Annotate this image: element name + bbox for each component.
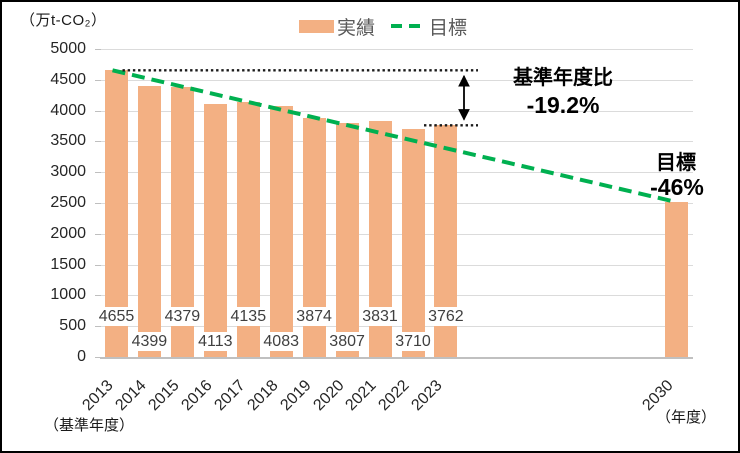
- bar-2022: [401, 128, 425, 357]
- x-axis-year-label: 2019: [276, 377, 315, 415]
- y-axis-tick: [95, 295, 101, 297]
- x-axis-year-label: 2017: [211, 377, 249, 415]
- bar-2014: [137, 86, 161, 357]
- y-axis-tick: [95, 264, 101, 266]
- y-axis-tick-label: 3500: [50, 132, 86, 150]
- gridline: [100, 264, 693, 266]
- y-axis-tick-label: 2000: [50, 224, 86, 242]
- y-axis-tick-label: 500: [59, 317, 86, 335]
- y-axis-tick: [95, 79, 101, 81]
- bar-value-label: 4655: [95, 307, 138, 326]
- target-annotation-title: 目標: [656, 152, 696, 174]
- gridline: [100, 295, 693, 297]
- bar-value-label: 3710: [392, 332, 434, 351]
- legend-actual-label: 実績: [337, 17, 376, 39]
- bar-value-label: 3762: [424, 307, 467, 326]
- bar-2020: [335, 122, 359, 357]
- bar-2018: [269, 105, 293, 357]
- gridline: [100, 49, 693, 50]
- x-axis-year-label: 2022: [375, 377, 414, 415]
- y-axis-tick: [95, 203, 101, 204]
- x-axis-line: [100, 356, 693, 359]
- target-dashed-line: [112, 68, 677, 205]
- x-axis-year-label: 2014: [112, 377, 150, 415]
- y-axis-tick: [95, 357, 101, 358]
- x-axis-year-label: 2013: [79, 377, 117, 415]
- y-axis-tick-label: 1500: [50, 255, 86, 273]
- bar-value-label: 4083: [260, 332, 303, 351]
- target-series-dash-swatch: [391, 24, 425, 28]
- dash-segment: [391, 24, 403, 28]
- y-axis-tick-label: 4500: [50, 70, 86, 88]
- y-axis-tick-label: 3000: [50, 163, 86, 181]
- baseline-comparison-value: -19.2%: [526, 92, 600, 118]
- baseline-comparison-title: 基準年度比: [513, 67, 613, 89]
- x-axis-year-label: 2021: [342, 377, 381, 415]
- bar-2030: [665, 202, 688, 357]
- base-year-note: （基準年度）: [44, 417, 135, 434]
- bar-value-label: 4399: [128, 332, 171, 351]
- gridline: [100, 326, 693, 328]
- y-axis-tick: [95, 233, 101, 235]
- x-axis-unit-note: （年度）: [656, 409, 717, 426]
- x-axis-year-label: 2020: [309, 377, 348, 415]
- x-axis-year-label: 2018: [244, 377, 282, 415]
- legend-target-label: 目標: [429, 17, 468, 39]
- bar-value-label: 4379: [161, 307, 204, 326]
- x-axis-year-label: 2016: [178, 377, 216, 415]
- y-axis-tick: [95, 141, 101, 143]
- legend: 実績 目標: [299, 13, 467, 39]
- y-axis-unit-label: （万t-CO₂）: [20, 12, 107, 29]
- y-axis-tick-label: 0: [77, 348, 86, 365]
- dash-segment: [409, 24, 421, 28]
- y-axis-tick-label: 2500: [50, 194, 86, 211]
- bar-value-label: 4135: [227, 307, 270, 326]
- target-annotation-value: -46%: [650, 174, 704, 200]
- y-axis-tick: [95, 172, 101, 174]
- y-axis-tick-label: 4000: [50, 101, 86, 119]
- gridline: [100, 233, 693, 235]
- y-axis-tick-label: 5000: [50, 40, 86, 57]
- y-axis-tick: [95, 326, 101, 328]
- bar-value-label: 3807: [326, 332, 369, 351]
- bar-2016: [203, 103, 227, 357]
- x-axis-year-label: 2015: [145, 377, 183, 415]
- bar-value-label: 4113: [194, 332, 237, 351]
- bar-value-label: 3831: [359, 307, 401, 326]
- y-axis-tick: [95, 49, 101, 50]
- y-axis-tick: [95, 110, 101, 112]
- y-axis-tick-label: 1000: [50, 286, 86, 304]
- actual-series-swatch: [299, 19, 334, 33]
- x-axis-year-label: 2023: [408, 377, 446, 415]
- bar-value-label: 3874: [293, 307, 336, 326]
